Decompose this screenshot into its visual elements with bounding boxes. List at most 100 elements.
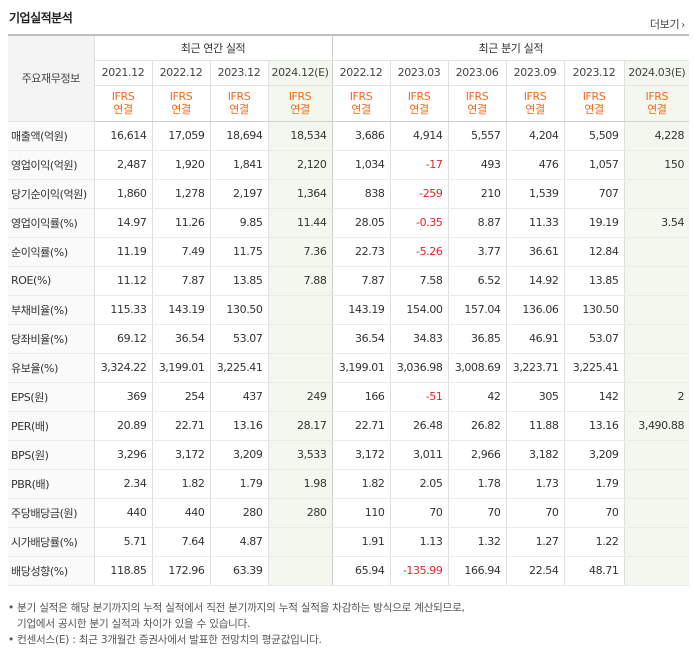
table-row: 영업이익(억원) 2,487 1,920 1,841 2,120 1,034 -17 493 4…	[8, 150, 690, 180]
row-label: PER(배)	[8, 411, 95, 441]
ifrs-label: IFRS 연결	[152, 85, 211, 122]
more-link[interactable]: 더보기 ›	[650, 16, 685, 32]
row-label: 당기순이익(억원)	[8, 179, 95, 209]
value-cell: 53.07	[564, 324, 625, 354]
value-cell	[624, 324, 690, 354]
value-cell	[624, 556, 690, 586]
value-cell: 70	[448, 497, 507, 528]
row-label: 부채비율(%)	[8, 294, 95, 325]
value-cell: 3,533	[268, 440, 333, 470]
value-cell: 48.71	[564, 556, 625, 586]
value-cell: 6.52	[448, 266, 507, 296]
value-cell: 210	[448, 179, 507, 209]
value-cell: 36.85	[448, 324, 507, 354]
value-cell: 19.19	[564, 207, 625, 238]
period-header: 2023.06	[448, 60, 507, 86]
ifrs-bottom: 연결	[467, 103, 487, 116]
row-label: 순이익률(%)	[8, 237, 95, 267]
ifrs-label: IFRS 연결	[506, 85, 565, 122]
period-header: 2022.12	[332, 60, 391, 86]
value-cell: 1,034	[332, 150, 391, 180]
value-cell: 3,008.69	[448, 353, 507, 383]
value-cell	[268, 556, 333, 586]
value-cell: 2.05	[390, 469, 449, 499]
value-cell: 11.44	[268, 207, 333, 238]
value-cell: 280	[268, 497, 333, 528]
value-cell: 3,686	[332, 121, 391, 151]
value-cell: 65.94	[332, 556, 391, 586]
value-cell: 157.04	[448, 294, 507, 325]
value-cell: 2,197	[210, 179, 269, 209]
value-cell: 3,225.41	[564, 353, 625, 383]
value-cell: 9.85	[210, 207, 269, 238]
table-row: 영업이익률(%) 14.97 11.26 9.85 11.44 28.05 -0.35 8.8…	[8, 207, 690, 238]
row-label: 시가배당률(%)	[8, 527, 95, 557]
value-cell	[624, 237, 690, 267]
value-cell: 7.87	[152, 266, 211, 296]
table-row: 순이익률(%) 11.19 7.49 11.75 7.36 22.73 -5.26 3.77 3…	[8, 237, 690, 267]
value-cell: 4.87	[210, 527, 269, 557]
value-cell: 3,199.01	[152, 353, 211, 383]
value-cell: 7.64	[152, 527, 211, 557]
value-cell: 3,209	[210, 440, 269, 470]
table-row: 당기순이익(억원) 1,860 1,278 2,197 1,364 838 -259 210 1…	[8, 179, 690, 209]
value-cell: 115.33	[94, 294, 153, 325]
value-cell: 63.39	[210, 556, 269, 586]
table-row: 당좌비율(%) 69.12 36.54 53.07 36.54 34.83 36.85 46.…	[8, 324, 690, 354]
value-cell: 1,920	[152, 150, 211, 180]
value-cell	[268, 324, 333, 354]
value-cell: 14.92	[506, 266, 565, 296]
value-cell: 13.16	[210, 411, 269, 441]
value-cell: 1.73	[506, 469, 565, 499]
value-cell	[624, 266, 690, 296]
value-cell: 70	[506, 497, 565, 528]
value-cell: 8.87	[448, 207, 507, 238]
value-cell: 1.22	[564, 527, 625, 557]
value-cell: 7.87	[332, 266, 391, 296]
value-cell: -0.35	[390, 207, 449, 238]
value-cell: 7.58	[390, 266, 449, 296]
value-cell: 3,172	[332, 440, 391, 470]
value-cell: 13.85	[564, 266, 625, 296]
value-cell: 3,036.98	[390, 353, 449, 383]
value-cell: 11.88	[506, 411, 565, 441]
ifrs-bottom: 연결	[290, 103, 310, 116]
value-cell: 36.61	[506, 237, 565, 267]
ifrs-top: IFRS	[227, 90, 251, 103]
value-cell: 476	[506, 150, 565, 180]
value-cell: 11.19	[94, 237, 153, 267]
ifrs-bottom: 연결	[647, 103, 667, 116]
row-label: 유보율(%)	[8, 353, 95, 383]
table-row: ROE(%) 11.12 7.87 13.85 7.88 7.87 7.58 6.52 14.9…	[8, 266, 690, 296]
period-header: 2023.09	[506, 60, 565, 86]
more-label: 더보기	[649, 18, 680, 31]
ifrs-bottom: 연결	[584, 103, 604, 116]
period-header: 2023.12	[564, 60, 625, 86]
value-cell: 1.91	[332, 527, 391, 557]
value-cell: 3,490.88	[624, 411, 690, 441]
table-row: 시가배당률(%) 5.71 7.64 4.87 1.91 1.13 1.32 1.27 1.22	[8, 527, 690, 557]
value-cell: 7.49	[152, 237, 211, 267]
value-cell: 1.79	[210, 469, 269, 499]
financial-table: 주요재무정보 최근 연간 실적 최근 분기 실적 2021.12 2022.12 2…	[8, 34, 690, 586]
value-cell: 437	[210, 381, 269, 412]
value-cell: 1,057	[564, 150, 625, 180]
ifrs-label: IFRS 연결	[94, 85, 153, 122]
value-cell: 1,278	[152, 179, 211, 209]
value-cell: 2.34	[94, 469, 153, 499]
value-cell: 130.50	[564, 294, 625, 325]
row-label: EPS(원)	[8, 381, 95, 412]
value-cell: 42	[448, 381, 507, 412]
ifrs-label: IFRS 연결	[390, 85, 449, 122]
ifrs-top: IFRS	[645, 90, 669, 103]
value-cell: 1.82	[332, 469, 391, 499]
value-cell: 166	[332, 381, 391, 412]
footnote-1: • 분기 실적은 해당 분기까지의 누적 실적에서 직전 분기까지의 누적 실적…	[8, 602, 465, 614]
value-cell: 11.33	[506, 207, 565, 238]
ifrs-top: IFRS	[523, 90, 547, 103]
value-cell: 2,120	[268, 150, 333, 180]
value-cell: 707	[564, 179, 625, 209]
row-label: ROE(%)	[8, 266, 95, 296]
value-cell: 1,539	[506, 179, 565, 209]
value-cell: 4,228	[624, 121, 690, 151]
